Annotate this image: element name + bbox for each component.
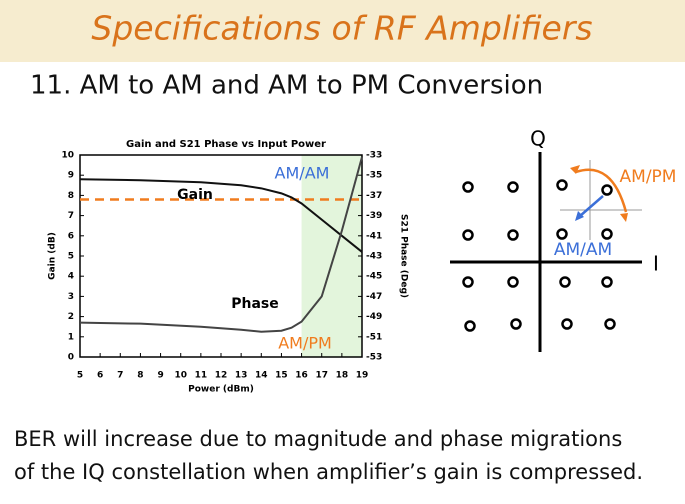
y-tick-label: 7: [68, 211, 74, 221]
i-label: I: [653, 252, 659, 276]
header-title: Specifications of RF Amplifiers: [91, 9, 592, 48]
x-axis-label: Power (dBm): [188, 385, 254, 395]
shaded-region: [301, 155, 362, 357]
y2-tick-label: -35: [366, 171, 382, 181]
am-pm-label: AM/PM: [620, 167, 677, 187]
arrow-head: [575, 211, 584, 221]
y-tick-label: 0: [68, 353, 74, 363]
y-tick-label: 10: [61, 151, 74, 161]
x-tick-label: 7: [117, 371, 123, 381]
arrow-heads: [570, 165, 628, 222]
constellation: Q I AM/PM AM/AM: [450, 127, 677, 352]
series-line: [79, 178, 363, 253]
y2-tick-label: -49: [366, 312, 382, 322]
y2-tick-label: -33: [366, 151, 382, 161]
y2-tick-label: -39: [366, 211, 382, 221]
body-line: BER will increase due to magnitude and p…: [14, 427, 622, 451]
x-tick-label: 12: [215, 371, 228, 381]
y2-axis-label: S21 Phase (Deg): [399, 214, 409, 298]
x-tick-label: 11: [195, 371, 208, 381]
x-tick-label: 18: [336, 371, 349, 381]
am-am-label: AM/AM: [554, 240, 612, 260]
header-band: [0, 0, 685, 62]
y2-tick-label: -43: [366, 252, 382, 262]
y-tick-label: 8: [68, 191, 74, 201]
x-tick-label: 8: [137, 371, 143, 381]
y2-tick-label: -37: [366, 191, 382, 201]
annotation: AM/AM: [275, 164, 330, 183]
x-tick-label: 9: [157, 371, 163, 381]
y-tick-label: 6: [68, 231, 74, 241]
y-tick-label: 3: [68, 292, 74, 302]
body-line: of the IQ constellation when amplifier’s…: [14, 460, 643, 484]
x-tick-label: 14: [255, 371, 268, 381]
x-tick-label: 6: [97, 371, 103, 381]
y-tick-label: 1: [68, 332, 74, 342]
x-tick-label: 10: [174, 371, 187, 381]
y-tick-label: 2: [68, 312, 74, 322]
am-am-arrow: [579, 195, 604, 217]
chart: Gain and S21 Phase vs Input Power0123456…: [48, 139, 409, 395]
y-axis-label: Gain (dB): [48, 232, 58, 280]
y2-tick-label: -41: [366, 231, 382, 241]
x-tick-label: 15: [275, 371, 288, 381]
x-tick-label: 19: [356, 371, 369, 381]
annotation: AM/PM: [278, 334, 332, 353]
subtitle: 11. AM to AM and AM to PM Conversion: [30, 71, 543, 101]
series-label: Phase: [231, 296, 279, 312]
chart-title: Gain and S21 Phase vs Input Power: [126, 139, 326, 150]
series-line: [79, 156, 363, 333]
y2-tick-label: -53: [366, 353, 382, 363]
x-tick-label: 17: [315, 371, 328, 381]
guide-lines: [560, 160, 642, 240]
x-tick-label: 16: [295, 371, 308, 381]
y-tick-label: 9: [68, 171, 74, 181]
q-label: Q: [530, 127, 546, 151]
y2-tick-label: -47: [366, 292, 382, 302]
y-tick-label: 4: [68, 272, 74, 282]
x-tick-label: 13: [235, 371, 248, 381]
y-tick-label: 5: [68, 252, 74, 262]
constellation-points: [462, 179, 616, 332]
am-pm-arrow: [575, 168, 628, 213]
x-tick-label: 5: [77, 371, 83, 381]
y2-tick-label: -51: [366, 332, 382, 342]
series-label: Gain: [177, 187, 213, 203]
y2-tick-label: -45: [366, 272, 382, 282]
